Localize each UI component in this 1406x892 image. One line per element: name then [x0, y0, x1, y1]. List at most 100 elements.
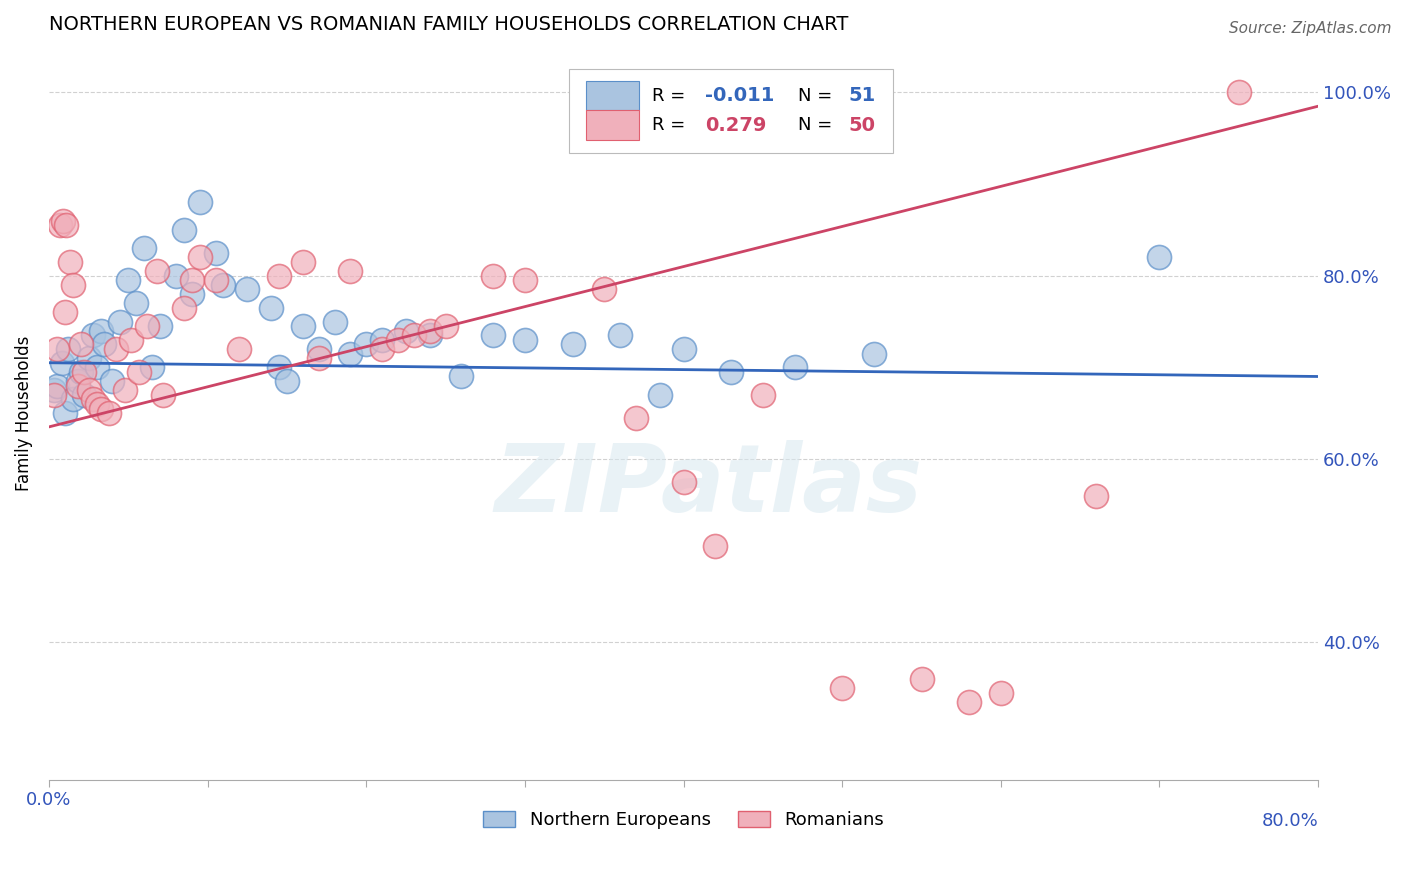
Point — [136, 319, 159, 334]
Point — [180, 273, 202, 287]
FancyBboxPatch shape — [586, 81, 640, 111]
Point — [371, 342, 394, 356]
Point — [1085, 489, 1108, 503]
Point — [783, 360, 806, 375]
Point — [212, 277, 235, 292]
Point — [56, 342, 79, 356]
Point — [42, 388, 65, 402]
Point — [173, 301, 195, 315]
Point — [149, 319, 172, 334]
Point — [402, 328, 425, 343]
Point — [152, 388, 174, 402]
Point — [128, 365, 150, 379]
Point — [134, 241, 156, 255]
Point — [188, 251, 211, 265]
Point — [53, 406, 76, 420]
Point — [267, 268, 290, 283]
Point — [1227, 86, 1250, 100]
Point — [204, 245, 226, 260]
Point — [58, 255, 80, 269]
Point — [752, 388, 775, 402]
Point — [513, 333, 536, 347]
Point — [104, 342, 127, 356]
Point — [831, 681, 853, 695]
Point — [45, 342, 67, 356]
Point — [93, 337, 115, 351]
Point — [125, 296, 148, 310]
Point — [188, 195, 211, 210]
Point — [672, 475, 695, 489]
Point — [482, 268, 505, 283]
Point — [371, 333, 394, 347]
Point — [267, 360, 290, 375]
Point — [1149, 251, 1171, 265]
Point — [62, 277, 84, 292]
Point — [863, 346, 886, 360]
Text: ZIPatlas: ZIPatlas — [495, 441, 922, 533]
Point — [450, 369, 472, 384]
Point — [419, 328, 441, 343]
Point — [51, 356, 73, 370]
Point — [90, 401, 112, 416]
Point — [609, 328, 631, 343]
Point — [720, 365, 742, 379]
Point — [77, 351, 100, 366]
Point — [434, 319, 457, 334]
Text: -0.011: -0.011 — [706, 87, 775, 105]
Point — [339, 346, 361, 360]
Point — [146, 264, 169, 278]
Point — [356, 337, 378, 351]
Text: R =: R = — [652, 116, 690, 134]
Point — [114, 383, 136, 397]
Point — [593, 283, 616, 297]
Text: Source: ZipAtlas.com: Source: ZipAtlas.com — [1229, 21, 1392, 36]
Text: 51: 51 — [849, 87, 876, 105]
Point — [121, 333, 143, 347]
Text: 50: 50 — [849, 116, 876, 135]
Point — [101, 374, 124, 388]
Point — [957, 695, 980, 709]
Point — [236, 283, 259, 297]
Point — [86, 397, 108, 411]
Point — [165, 268, 187, 283]
Point — [291, 255, 314, 269]
Point — [513, 273, 536, 287]
Point — [339, 264, 361, 278]
Text: 0.279: 0.279 — [706, 116, 766, 135]
Point — [69, 337, 91, 351]
Point — [482, 328, 505, 343]
Point — [90, 324, 112, 338]
Point — [69, 365, 91, 379]
Point — [260, 301, 283, 315]
Legend: Northern Europeans, Romanians: Northern Europeans, Romanians — [475, 804, 891, 837]
Point — [561, 337, 583, 351]
Point — [77, 383, 100, 397]
Point — [141, 360, 163, 375]
Text: 80.0%: 80.0% — [1261, 812, 1319, 830]
Point — [86, 360, 108, 375]
Point — [395, 324, 418, 338]
FancyBboxPatch shape — [586, 111, 640, 140]
Text: R =: R = — [652, 87, 690, 104]
Text: N =: N = — [797, 116, 838, 134]
Point — [53, 305, 76, 319]
Y-axis label: Family Households: Family Households — [15, 335, 32, 491]
Point — [387, 333, 409, 347]
Point — [276, 374, 298, 388]
Text: N =: N = — [797, 87, 838, 104]
Point — [910, 672, 932, 686]
Text: NORTHERN EUROPEAN VS ROMANIAN FAMILY HOUSEHOLDS CORRELATION CHART: NORTHERN EUROPEAN VS ROMANIAN FAMILY HOU… — [49, 15, 848, 34]
Point — [291, 319, 314, 334]
Point — [55, 219, 77, 233]
Point — [117, 273, 139, 287]
Point — [704, 539, 727, 553]
Point — [180, 287, 202, 301]
FancyBboxPatch shape — [569, 69, 893, 153]
Point — [672, 342, 695, 356]
Point — [66, 378, 89, 392]
Point — [624, 410, 647, 425]
Point — [73, 388, 96, 402]
Point — [228, 342, 250, 356]
Point — [82, 392, 104, 407]
Point — [49, 219, 72, 233]
